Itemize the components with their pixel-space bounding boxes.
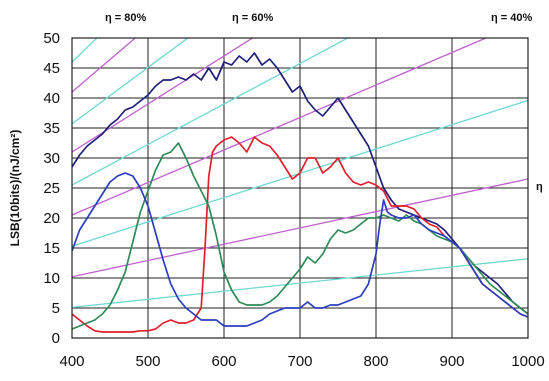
x-tick-label: 400 [59, 353, 84, 370]
iso-efficiency-line [72, 38, 488, 216]
y-axis-label: LSB(10bits)/(nJ/cm²) [8, 130, 22, 247]
annotation-eta-80: η = 80% [105, 12, 146, 24]
y-tick-label: 0 [52, 330, 60, 347]
x-tick-label: 700 [287, 353, 312, 370]
iso-efficiency-line [72, 38, 254, 153]
iso-efficiency-line [72, 178, 528, 278]
x-tick-label: 800 [363, 353, 388, 370]
y-tick-label: 30 [43, 150, 60, 167]
x-tick-label: 1000 [511, 353, 544, 370]
iso-efficiency-line [72, 38, 350, 186]
plot-border [71, 37, 529, 339]
annotation-eta: η [536, 181, 543, 193]
x-tick-label: 600 [211, 353, 236, 370]
x-tick-label: 900 [439, 353, 464, 370]
annotation-eta-60: η = 60% [232, 12, 273, 24]
y-tick-label: 40 [43, 90, 60, 107]
series-line-navy [72, 52, 528, 315]
y-tick-label: 25 [43, 180, 60, 197]
x-tick-labels: 400 500 600 700 800 900 1000 [59, 353, 544, 370]
annotation-eta-40: η = 40% [491, 12, 532, 24]
y-tick-label: 45 [43, 60, 60, 77]
y-tick-label: 50 [43, 30, 60, 47]
series-line-blue [72, 172, 528, 327]
y-tick-label: 20 [43, 210, 60, 227]
series-layer [72, 52, 528, 333]
iso-efficiency-line [72, 38, 189, 125]
y-tick-labels: 0 5 10 15 20 25 30 35 40 45 50 [43, 30, 60, 347]
iso-efficiency-line [72, 258, 528, 309]
y-tick-label: 5 [52, 300, 60, 317]
y-tick-label: 15 [43, 240, 60, 257]
plot-frame [71, 37, 529, 339]
y-tick-label: 10 [43, 270, 60, 287]
y-tick-label: 35 [43, 120, 60, 137]
x-tick-label: 500 [135, 353, 160, 370]
